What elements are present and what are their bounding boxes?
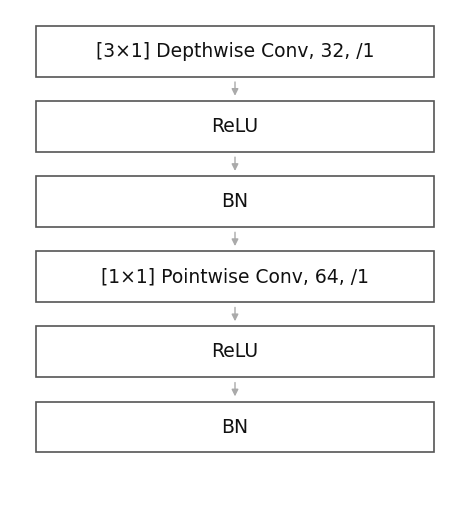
- FancyBboxPatch shape: [37, 401, 433, 452]
- Text: [1×1] Pointwise Conv, 64, /1: [1×1] Pointwise Conv, 64, /1: [101, 267, 369, 286]
- FancyBboxPatch shape: [37, 176, 433, 227]
- Text: ReLU: ReLU: [212, 342, 258, 362]
- FancyBboxPatch shape: [37, 326, 433, 377]
- FancyBboxPatch shape: [37, 26, 433, 77]
- FancyBboxPatch shape: [37, 101, 433, 152]
- Text: BN: BN: [221, 418, 249, 436]
- Text: BN: BN: [221, 192, 249, 211]
- Text: [3×1] Depthwise Conv, 32, /1: [3×1] Depthwise Conv, 32, /1: [96, 42, 374, 61]
- FancyBboxPatch shape: [37, 251, 433, 302]
- Text: ReLU: ReLU: [212, 117, 258, 136]
